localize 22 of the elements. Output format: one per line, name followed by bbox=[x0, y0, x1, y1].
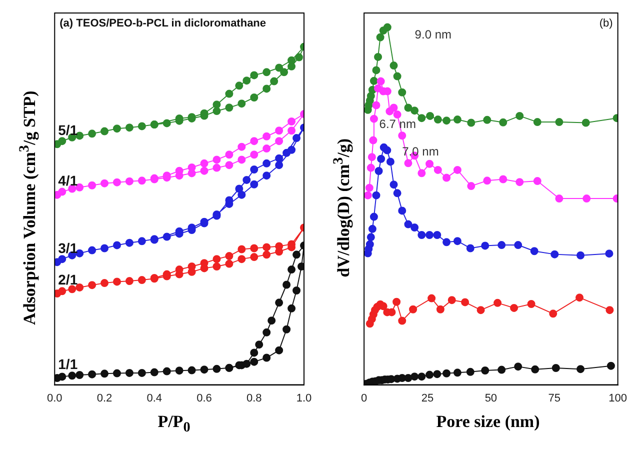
series-label: 3/1 bbox=[58, 240, 78, 256]
series-label: 2/1 bbox=[58, 271, 78, 288]
x-axis-title: P/P$_{0}$ bbox=[156, 412, 192, 436]
series-label: 1/1 bbox=[58, 356, 78, 372]
chart-title: (b) bbox=[599, 18, 613, 30]
x-tick-label: 0.4 bbox=[146, 392, 162, 404]
x-tick-label: 0.6 bbox=[196, 392, 212, 404]
series-label: 4/1 bbox=[58, 172, 78, 189]
x-tick-label: 100 bbox=[608, 392, 628, 404]
chart-title: (a) TEOS/PEO-b-PCL in dicloromathane bbox=[60, 18, 266, 30]
x-tick-label: 0 bbox=[360, 392, 368, 404]
x-tick-label: 75 bbox=[548, 392, 561, 404]
annotation: 6.7 nm bbox=[379, 116, 416, 131]
x-axis-title: Pore size (nm) bbox=[435, 412, 541, 432]
series-label: 5/1 bbox=[58, 122, 78, 138]
x-tick-label: 0.2 bbox=[96, 392, 112, 404]
x-tick-label: 0.8 bbox=[246, 392, 262, 404]
x-tick-label: 25 bbox=[421, 392, 434, 404]
x-tick-label: 0.0 bbox=[46, 392, 62, 404]
x-tick-label: 1.0 bbox=[296, 392, 312, 404]
annotation: 9.0 nm bbox=[414, 28, 452, 42]
x-tick-label: 50 bbox=[484, 392, 498, 404]
